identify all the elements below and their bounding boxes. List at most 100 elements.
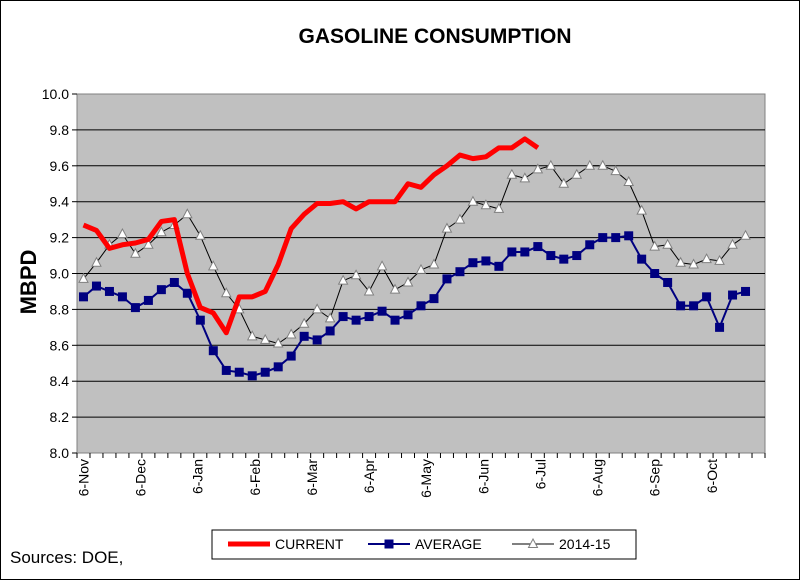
data-point-2014-15 [493,202,505,213]
legend-box [211,529,637,560]
data-point-2014-15 [506,168,518,179]
data-point-average [741,286,751,296]
data-point-average [637,254,647,264]
data-point-average [403,310,413,320]
data-point-average [208,346,218,356]
data-point-average [156,285,166,295]
x-tick-label: 6-Jan [190,459,206,494]
data-point-2014-15 [259,333,271,344]
y-axis-label: MBPD [16,250,41,315]
data-point-2014-15 [246,330,258,341]
data-point-average [494,261,504,271]
data-point-2014-15 [688,258,699,269]
data-point-average [546,251,556,261]
data-point-2014-15 [584,159,596,170]
y-tick-label: 8.4 [50,373,70,389]
data-point-average [455,267,465,277]
data-point-2014-15 [558,177,570,188]
data-point-2014-15 [519,172,531,183]
legend-label-average: AVERAGE [415,536,482,552]
x-tick-label: 6-May [418,459,434,498]
series-average [78,231,751,381]
y-tick-label: 8.8 [50,301,70,317]
x-tick-label: 6-Mar [304,459,320,496]
data-point-2014-15 [571,168,583,179]
y-tick-label: 9.8 [50,122,70,138]
data-point-average [104,286,114,296]
data-point-average [442,274,452,284]
x-tick-label: 6-Feb [247,459,263,496]
data-point-2014-15 [545,159,557,170]
data-point-average [663,277,673,287]
x-tick-label: 6-Aug [590,459,606,496]
x-tick-label: 6-Sep [647,459,663,497]
data-point-2014-15 [428,258,440,269]
data-point-average [130,303,140,313]
data-point-2014-15 [467,195,479,206]
data-point-average [468,258,478,268]
data-point-average [221,365,231,375]
x-axis-ticks: 6-Nov 6-Dec 6-Jan 6-Feb 6-Mar 6-Apr 6-May 6-Jun… [75,453,766,498]
data-point-average [676,301,686,311]
data-point-average [195,315,205,325]
data-point-average [650,269,660,278]
data-point-2014-15 [285,328,297,339]
data-point-average [416,301,426,311]
legend-label-2014-15: 2014-15 [559,536,611,552]
data-point-2014-15 [675,256,686,267]
x-tick-label: 6-Jun [475,459,491,494]
data-point-average [624,231,634,241]
legend-marker-2014-15 [527,537,539,548]
legend-label-current: CURRENT [275,536,344,552]
y-tick-label: 9.6 [50,158,70,174]
data-point-2014-15 [337,274,349,285]
data-point-2014-15 [636,204,648,215]
data-point-average [598,233,608,243]
source-note: Sources: DOE, [10,548,123,567]
data-point-2014-15 [532,163,544,174]
y-tick-label: 8.0 [50,445,70,461]
data-point-average [143,295,153,305]
x-tick-label: 6-Apr [361,459,377,494]
y-tick-label: 8.6 [50,337,70,353]
data-point-2014-15 [727,238,738,249]
data-point-2014-15 [311,303,323,314]
data-point-2014-15 [623,175,635,186]
data-point-2014-15 [117,227,128,239]
data-point-average [182,288,192,298]
data-point-average [377,306,387,316]
data-point-average [702,292,712,302]
legend: CURRENT AVERAGE 2014-15 [211,529,637,560]
x-tick-label: 6-Jul [532,459,548,489]
y-tick-label: 8.2 [50,409,70,425]
y-tick-label: 9.0 [50,266,70,282]
data-point-average [247,371,257,381]
data-point-2014-15 [597,159,609,170]
data-point-average [299,331,309,341]
data-point-average [351,315,361,325]
data-point-average [117,292,127,302]
data-point-2014-15 [610,165,622,176]
data-point-average [585,240,595,250]
data-point-average [364,312,374,322]
data-point-2014-15 [143,238,154,249]
data-point-2014-15 [389,283,401,294]
data-point-average [169,277,179,287]
x-tick-label: 6-Oct [704,459,720,493]
data-point-average [520,247,530,257]
data-point-2014-15 [350,269,362,280]
data-point-2014-15 [298,317,310,328]
data-point-2014-15 [272,337,284,348]
data-point-average [481,256,491,266]
y-tick-label: 9.4 [50,194,70,210]
data-point-2014-15 [480,199,492,210]
data-point-average [234,367,244,377]
data-point-average [312,335,322,345]
data-point-average [611,233,621,243]
data-point-average [91,281,101,291]
data-point-2014-15 [415,263,427,274]
data-point-average [325,326,335,336]
data-point-average [507,247,517,257]
data-point-2014-15 [182,208,193,219]
